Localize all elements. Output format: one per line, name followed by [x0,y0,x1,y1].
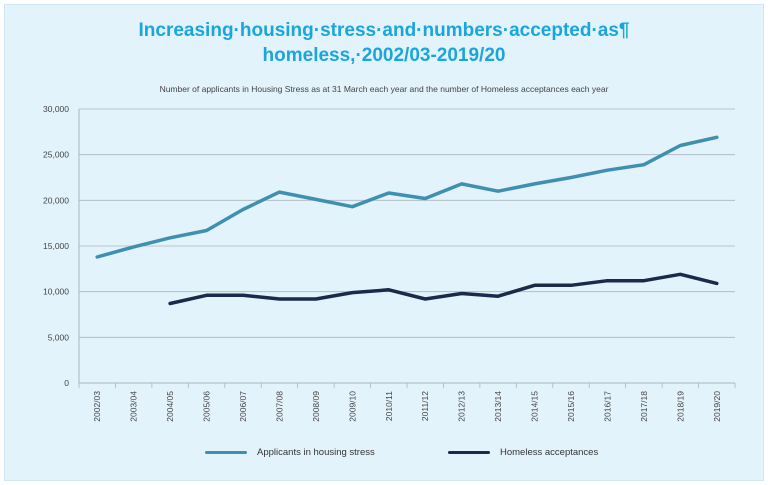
chart-title-line-2: homeless,·2002/03-2019/20 [262,45,506,66]
x-tick-label: 2006/07 [238,391,248,422]
x-tick-label: 2016/17 [602,391,612,422]
x-tick-label: 2003/04 [129,391,139,422]
x-tick-label: 2017/18 [639,391,649,422]
chart-subtitle: Number of applicants in Housing Stress a… [159,84,609,94]
x-tick-label: 2010/11 [384,391,394,421]
chart-panel [4,4,764,481]
x-tick-label: 2014/15 [530,391,540,422]
legend-swatch-homeless [448,451,490,454]
y-tick-label: 15,000 [43,241,69,251]
legend-swatch-stress [205,451,247,454]
x-tick-label: 2019/20 [712,391,722,422]
x-tick-label: 2002/03 [92,391,102,422]
legend-item-stress: Applicants in housing stress [205,447,375,458]
legend-label-homeless: Homeless acceptances [500,447,599,458]
x-tick-label: 2004/05 [165,391,175,422]
chart-title: Increasing·housing·stress·and·numbers·ac… [0,18,768,68]
x-tick-label: 2005/06 [202,391,212,422]
y-tick-label: 10,000 [43,287,69,297]
chart-title-line-1: Increasing·housing·stress·and·numbers·ac… [138,20,630,41]
series-line-housing-stress [95,135,719,259]
legend-label-stress: Applicants in housing stress [257,447,375,458]
y-tick-label: 25,000 [43,150,69,160]
x-tick-label: 2009/10 [347,391,357,422]
x-tick-label: 2018/19 [675,391,685,422]
x-tick-label: 2015/16 [566,391,576,422]
y-tick-label: 20,000 [43,195,69,205]
y-tick-label: 30,000 [43,104,69,114]
y-tick-label: 5,000 [48,332,70,342]
x-tick-label: 2012/13 [457,391,467,422]
series-line-homeless-acceptances [168,272,719,306]
x-tick-label: 2011/12 [420,391,430,421]
legend-item-homeless: Homeless acceptances [448,447,598,458]
x-tick-label: 2007/08 [274,391,284,422]
x-tick-label: 2008/09 [311,391,321,422]
x-tick-label: 2013/14 [493,391,503,422]
y-tick-label: 0 [64,378,69,388]
